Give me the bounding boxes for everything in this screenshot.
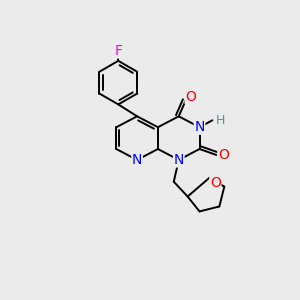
Text: O: O bbox=[210, 176, 221, 190]
Text: N: N bbox=[132, 153, 142, 167]
Text: F: F bbox=[114, 44, 122, 58]
Text: O: O bbox=[185, 89, 196, 103]
Text: O: O bbox=[218, 148, 229, 162]
Text: N: N bbox=[194, 120, 205, 134]
Text: N: N bbox=[173, 153, 184, 167]
Text: H: H bbox=[216, 114, 225, 127]
